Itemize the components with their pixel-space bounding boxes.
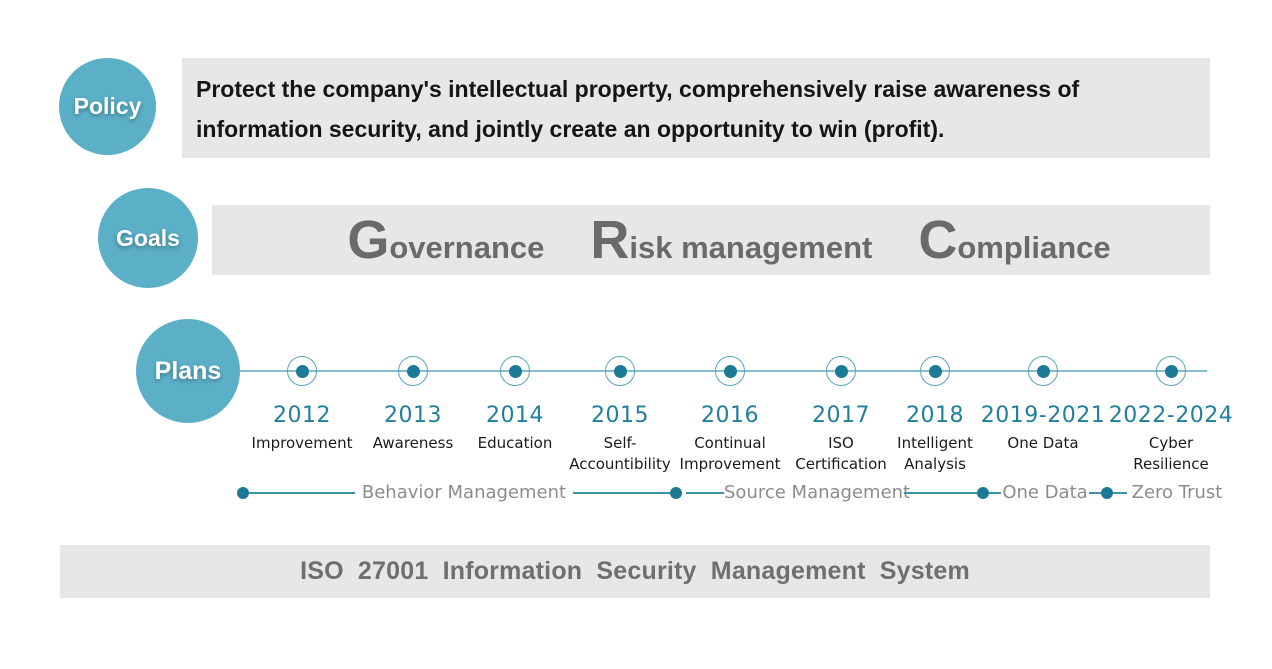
milestone-label: Improvement — [251, 434, 353, 452]
policy-text-line-1: Protect the company's intellectual prope… — [196, 76, 1080, 102]
plans-bubble: Plans — [136, 319, 240, 423]
milestone-year: 2016 — [701, 403, 759, 428]
milestone-year: 2014 — [486, 403, 544, 428]
timeline-node-ring — [605, 356, 635, 386]
timeline-node-dot — [834, 364, 848, 378]
phase-behavior-management: Behavior Management — [361, 482, 567, 503]
milestone-label: Education — [477, 434, 553, 452]
timeline-node-dot — [1036, 364, 1050, 378]
milestone-year: 2015 — [591, 403, 649, 428]
policy-bubble-label: Policy — [73, 93, 142, 119]
policy-text-box: Protect the company's intellectual prope… — [182, 58, 1210, 158]
milestone-year: 2019-2021 — [980, 403, 1106, 428]
milestone-2012: 2012 Improvement — [227, 356, 377, 454]
goal-compliance-rest: ompliance — [957, 230, 1111, 265]
goal-governance-initial: G — [347, 210, 390, 270]
timeline-node-ring — [1156, 356, 1186, 386]
milestone-year: 2012 — [273, 403, 331, 428]
phase-dot — [977, 487, 989, 499]
phase-zero-trust: Zero Trust — [1131, 482, 1223, 503]
timeline-node-ring — [1028, 356, 1058, 386]
milestone-year: 2022-2024 — [1108, 403, 1234, 428]
phase-dot — [237, 487, 249, 499]
phase-dot — [670, 487, 682, 499]
policy-bubble: Policy — [59, 58, 156, 155]
policy-text-line-2: information security, and jointly create… — [196, 116, 945, 142]
milestone-2015: 2015 Self- Accountibility — [545, 356, 695, 475]
goal-risk-rest: isk management — [629, 230, 873, 265]
timeline-node-dot — [613, 364, 627, 378]
phase-one-data: One Data — [1002, 482, 1088, 503]
timeline-node-ring — [398, 356, 428, 386]
phase-line — [686, 492, 724, 494]
milestone-2016: 2016 Continual Improvement — [655, 356, 805, 475]
phase-line — [904, 492, 977, 494]
goals-bubble: Goals — [98, 188, 198, 288]
goal-risk-initial: R — [590, 210, 630, 270]
timeline-node-ring — [826, 356, 856, 386]
timeline-node-ring — [920, 356, 950, 386]
footer-title: ISO 27001 Information Security Managemen… — [300, 557, 970, 585]
milestone-2013: 2013 Awareness — [338, 356, 488, 454]
goal-compliance-initial: C — [918, 210, 958, 270]
goals-bubble-label: Goals — [116, 224, 180, 251]
milestone-label: One Data — [1007, 434, 1079, 452]
phase-line — [1113, 492, 1127, 494]
milestone-label: Awareness — [372, 434, 454, 452]
timeline-node-dot — [508, 364, 522, 378]
milestone-2018: 2018 Intelligent Analysis — [860, 356, 1010, 475]
plans-bubble-label: Plans — [154, 356, 222, 385]
phase-dot — [1101, 487, 1113, 499]
milestone-2014: 2014 Education — [440, 356, 590, 454]
milestone-label: Cyber Resilience — [1133, 434, 1209, 473]
milestone-2022-2024: 2022-2024 Cyber Resilience — [1096, 356, 1246, 475]
timeline-node-ring — [500, 356, 530, 386]
phase-line — [249, 492, 355, 494]
timeline-node-dot — [1164, 364, 1178, 378]
milestone-label: Self- Accountibility — [569, 434, 671, 473]
phase-source-management: Source Management — [724, 482, 911, 503]
phase-line — [1089, 492, 1101, 494]
milestone-year: 2017 — [812, 403, 870, 428]
phase-line — [989, 492, 1001, 494]
phase-line — [573, 492, 670, 494]
timeline-node-ring — [287, 356, 317, 386]
timeline-node-dot — [723, 364, 737, 378]
milestone-label: Intelligent Analysis — [897, 434, 973, 473]
timeline-node-dot — [928, 364, 942, 378]
timeline-node-dot — [406, 364, 420, 378]
milestone-year: 2013 — [384, 403, 442, 428]
milestone-year: 2018 — [906, 403, 964, 428]
milestone-2019-2021: 2019-2021 One Data — [968, 356, 1118, 454]
timeline-node-dot — [295, 364, 309, 378]
timeline-node-ring — [715, 356, 745, 386]
milestone-2017: 2017 ISO Certification — [766, 356, 916, 475]
footer-bar: ISO 27001 Information Security Managemen… — [60, 545, 1210, 598]
goal-governance-rest: overnance — [389, 230, 545, 265]
milestone-label: Continual Improvement — [679, 434, 781, 473]
milestone-label: ISO Certification — [795, 434, 887, 473]
